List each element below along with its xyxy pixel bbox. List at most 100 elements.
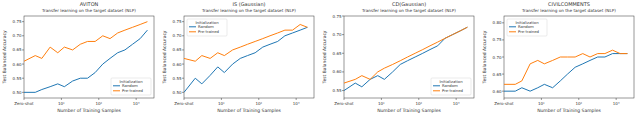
y-tick <box>342 16 344 17</box>
series-line <box>344 27 467 90</box>
y-tick-label: 0.75 <box>13 19 22 24</box>
y-axis-label: Test Balanced Accuracy <box>162 30 167 84</box>
panel: IS (Gaussian)Transfer learning on the ta… <box>162 1 314 113</box>
x-tick <box>296 98 297 100</box>
series-line <box>504 50 627 84</box>
y-tick-label: 0.50 <box>173 90 182 95</box>
legend-swatch <box>189 26 196 27</box>
subtitle: Transfer learning on the target dataset … <box>41 8 136 13</box>
y-tick-label: 0.65 <box>493 72 502 77</box>
y-tick-label: 0.65 <box>13 47 22 52</box>
x-tick <box>136 98 137 100</box>
x-axis-label: Number of Training Samples <box>57 108 121 113</box>
data-group <box>504 50 627 91</box>
y-tick-label: 0.75 <box>333 14 342 19</box>
x-tick <box>456 98 457 100</box>
y-tick <box>342 90 344 91</box>
x-tick <box>344 98 345 100</box>
title: CD(Gaussian) <box>392 1 426 7</box>
x-tick <box>381 98 382 100</box>
data-group <box>344 27 467 90</box>
legend-box <box>111 78 151 95</box>
subtitle: Transfer learning on the target dataset … <box>201 8 296 13</box>
y-tick-label: 0.75 <box>173 19 182 24</box>
series-line <box>344 27 467 83</box>
data-group <box>24 22 147 93</box>
y-tick-label: 0.60 <box>333 69 342 74</box>
y-tick <box>22 35 24 36</box>
y-tick <box>502 74 504 75</box>
y-tick <box>22 92 24 93</box>
y-tick-label: 0.75 <box>493 37 502 42</box>
series-line <box>24 30 147 92</box>
legend: InitializationRandomPre-trained <box>431 78 471 95</box>
series-line <box>184 27 307 92</box>
title: AVITON <box>80 1 99 7</box>
x-tick <box>61 98 62 100</box>
y-tick-label: 0.80 <box>493 20 502 25</box>
y-tick-label: 0.55 <box>13 76 22 81</box>
x-tick <box>98 98 99 100</box>
y-tick <box>22 49 24 50</box>
x-tick <box>258 98 259 100</box>
x-tick-label: 10³ <box>293 101 300 106</box>
y-tick <box>342 53 344 54</box>
y-tick <box>22 21 24 22</box>
x-axis-label: Number of Training Samples <box>217 108 281 113</box>
y-tick-label: 0.55 <box>173 76 182 81</box>
y-tick <box>502 22 504 23</box>
y-tick-label: 0.55 <box>333 88 342 93</box>
y-tick-label: 0.65 <box>333 51 342 56</box>
plot-frame <box>184 16 314 98</box>
y-tick <box>182 21 184 22</box>
x-tick <box>221 98 222 100</box>
y-tick <box>182 49 184 50</box>
y-tick-label: 0.60 <box>493 89 502 94</box>
subtitle: Transfer learning on the target dataset … <box>361 8 456 13</box>
figure: AVITONTransfer learning on the target da… <box>0 0 640 121</box>
series-line <box>184 24 307 61</box>
y-tick <box>22 64 24 65</box>
plot-frame <box>504 16 634 98</box>
y-tick <box>342 71 344 72</box>
y-tick-label: 0.70 <box>333 32 342 37</box>
x-tick-label: 10² <box>255 101 262 106</box>
y-tick <box>182 92 184 93</box>
subtitle: Transfer learning on the target dataset … <box>521 8 616 13</box>
legend-swatch <box>433 85 440 86</box>
legend-box <box>187 19 227 36</box>
x-tick <box>504 98 505 100</box>
title: CIVILCOMMENTS <box>548 1 590 7</box>
y-axis-label: Test Balanced Accuracy <box>2 30 7 84</box>
x-tick-label: 10¹ <box>58 101 65 106</box>
x-tick <box>616 98 617 100</box>
x-tick-label: 10³ <box>133 101 140 106</box>
y-tick <box>342 34 344 35</box>
x-tick <box>541 98 542 100</box>
x-tick-label: 10² <box>575 101 582 106</box>
title: IS (Gaussian) <box>232 1 265 7</box>
x-tick-label: 10¹ <box>538 101 545 106</box>
y-tick-label: 0.60 <box>173 62 182 67</box>
y-tick <box>502 91 504 92</box>
legend-label: Pre-trained <box>198 29 220 34</box>
y-tick-label: 0.50 <box>13 90 22 95</box>
y-axis-label: Test Balanced Accuracy <box>322 30 327 84</box>
x-tick-label: 10² <box>95 101 102 106</box>
y-tick-label: 0.65 <box>173 47 182 52</box>
series-line <box>504 54 627 92</box>
legend-swatch <box>433 90 440 91</box>
y-tick-label: 0.70 <box>13 33 22 38</box>
x-tick <box>578 98 579 100</box>
panel: CD(Gaussian)Transfer learning on the tar… <box>322 1 474 113</box>
x-tick <box>184 98 185 100</box>
legend-swatch <box>113 90 120 91</box>
x-tick-label: Zero-shot <box>334 101 354 106</box>
y-tick <box>22 78 24 79</box>
y-tick <box>502 57 504 58</box>
x-tick-label: Zero-shot <box>174 101 194 106</box>
x-tick-label: 10¹ <box>378 101 385 106</box>
x-tick-label: 10³ <box>613 101 620 106</box>
legend-label: Pre-trained <box>518 29 540 34</box>
legend: InitializationRandomPre-trained <box>111 78 151 95</box>
